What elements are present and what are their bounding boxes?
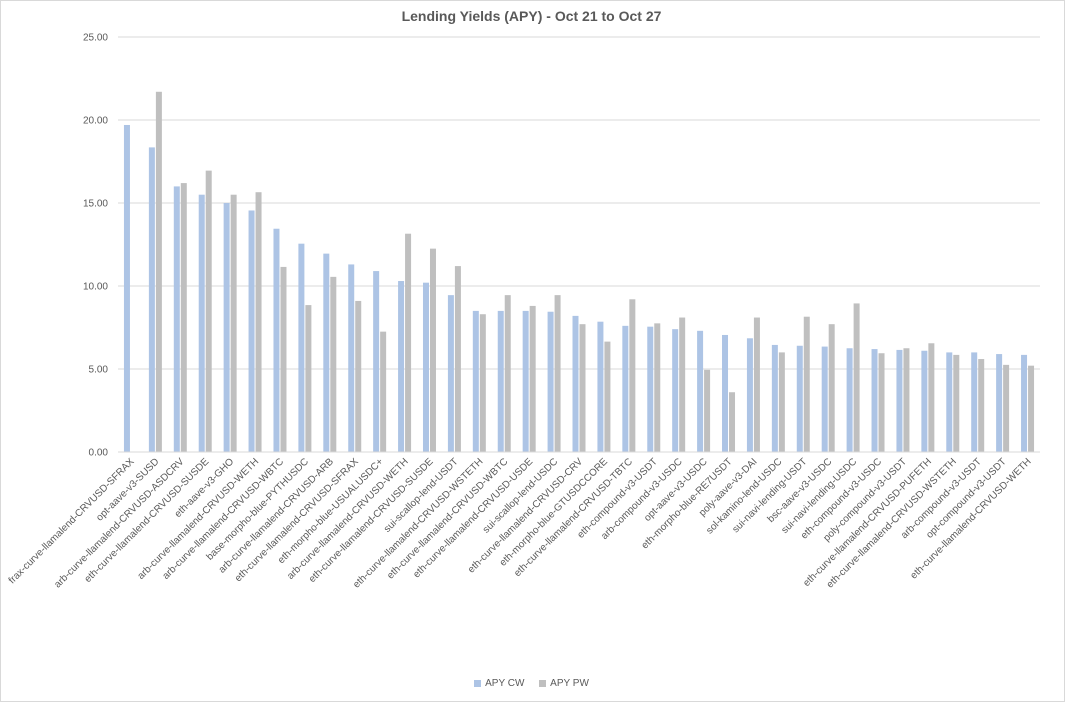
bar-apy-pw: [629, 299, 636, 452]
bar-apy-pw: [928, 343, 935, 452]
bar-apy-pw: [679, 317, 686, 452]
bar-apy-pw: [579, 324, 586, 452]
bar-apy-cw: [622, 325, 629, 452]
legend-swatch-pw: [539, 679, 547, 687]
bar-apy-cw: [298, 243, 305, 452]
bar-apy-pw: [180, 183, 187, 452]
legend-item-cw: APY CW: [474, 678, 524, 689]
bar-apy-cw: [472, 310, 479, 452]
legend-label-cw: APY CW: [485, 678, 525, 689]
bar-apy-cw: [373, 271, 380, 452]
bar-apy-cw: [447, 295, 454, 452]
bar-apy-cw: [148, 147, 155, 452]
bar-apy-pw: [330, 276, 337, 452]
bar-apy-pw: [305, 305, 312, 452]
y-tick-label: 5.00: [89, 365, 109, 376]
y-tick-label: 20.00: [83, 116, 108, 127]
bar-apy-cw: [771, 344, 778, 452]
y-axis-ticks: 0.00 5.00 10.00 15.00 20.00 25.00: [83, 33, 108, 459]
bar-apy-cw: [896, 349, 903, 452]
bar-apy-pw: [604, 341, 611, 452]
bar-apy-cw: [248, 210, 255, 452]
bar-apy-pw: [878, 353, 885, 452]
bar-apy-cw: [1021, 354, 1028, 452]
legend: APY CW APY PW: [0, 678, 1063, 689]
legend-label-pw: APY PW: [550, 678, 589, 689]
bar-apy-cw: [871, 349, 878, 452]
bar-apy-pw: [903, 348, 910, 452]
legend-item-pw: APY PW: [539, 678, 589, 689]
bar-apy-cw: [946, 352, 953, 452]
bar-apy-pw: [429, 248, 436, 452]
bar-apy-cw: [223, 203, 230, 452]
bar-apy-pw: [479, 314, 486, 452]
bar-apy-pw: [504, 295, 511, 452]
bar-apy-pw: [978, 359, 985, 452]
bar-apy-cw: [547, 311, 554, 452]
bar-apy-pw: [255, 192, 262, 452]
bar-apy-pw: [155, 91, 162, 452]
bar-apy-cw: [348, 264, 355, 452]
bar-apy-cw: [323, 253, 330, 452]
bar-apy-pw: [554, 295, 561, 452]
bar-apy-pw: [654, 323, 661, 452]
bar-apy-cw: [722, 334, 729, 452]
bar-apy-cw: [123, 124, 130, 452]
bar-apy-pw: [205, 170, 212, 452]
bar-apy-pw: [405, 233, 412, 452]
bar-apy-cw: [198, 194, 205, 452]
bar-apy-pw: [1028, 365, 1035, 452]
bar-apy-pw: [778, 352, 785, 452]
bar-apy-pw: [828, 324, 835, 452]
bar-apy-cw: [398, 281, 405, 452]
bar-apy-pw: [230, 194, 237, 452]
y-tick-label: 10.00: [83, 282, 108, 293]
bar-apy-pw: [280, 266, 287, 452]
bar-apy-cw: [647, 326, 654, 452]
y-tick-label: 15.00: [83, 199, 108, 210]
bar-apy-cw: [697, 330, 704, 452]
bars: [123, 91, 1035, 452]
bar-apy-cw: [921, 350, 928, 452]
x-axis-labels: frax-curve-llamalend-CRVUSD-SFRAXopt-aav…: [7, 456, 1034, 590]
legend-swatch-cw: [474, 679, 482, 687]
bar-apy-cw: [173, 186, 180, 452]
bar-apy-cw: [597, 321, 604, 452]
bar-apy-pw: [1003, 364, 1010, 452]
bar-apy-pw: [454, 266, 461, 452]
y-tick-label: 0.00: [89, 448, 109, 459]
bar-apy-cw: [572, 315, 579, 452]
bar-apy-cw: [996, 354, 1003, 452]
bar-apy-cw: [497, 310, 504, 452]
bar-apy-cw: [422, 282, 429, 452]
bar-apy-pw: [380, 331, 387, 452]
bar-apy-pw: [753, 317, 760, 452]
bar-apy-cw: [273, 228, 280, 452]
bar-apy-cw: [522, 310, 529, 452]
bar-apy-cw: [672, 329, 679, 452]
bar-apy-cw: [846, 348, 853, 452]
bar-apy-pw: [529, 305, 536, 452]
bar-apy-pw: [729, 392, 736, 452]
bar-apy-cw: [796, 345, 803, 452]
bar-apy-pw: [704, 369, 711, 452]
bar-apy-pw: [953, 354, 960, 452]
bar-apy-pw: [803, 316, 810, 452]
bar-apy-cw: [746, 338, 753, 452]
bar-apy-cw: [821, 346, 828, 452]
bar-apy-pw: [853, 303, 860, 452]
bar-apy-pw: [355, 300, 362, 452]
y-tick-label: 25.00: [83, 33, 108, 44]
bar-apy-cw: [971, 352, 978, 452]
chart-title: Lending Yields (APY) - Oct 21 to Oct 27: [401, 8, 662, 24]
